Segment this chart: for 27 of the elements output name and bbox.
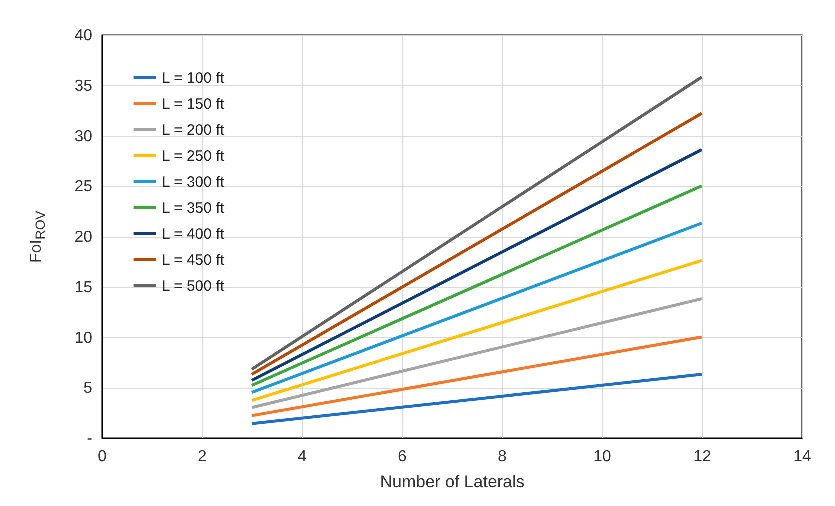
legend-label: L = 300 ft	[162, 174, 226, 191]
legend-label: L = 450 ft	[162, 252, 226, 269]
x-tick-label: 4	[298, 448, 308, 466]
y-tick-label: 5	[84, 380, 93, 398]
legend-label: L = 500 ft	[162, 278, 226, 295]
y-tick-label: 15	[74, 279, 93, 296]
legend-label: L = 200 ft	[162, 122, 226, 139]
x-tick-label: 6	[398, 448, 408, 466]
legend-label: L = 400 ft	[162, 226, 226, 243]
y-tick-label: -	[87, 430, 92, 448]
legend-label: L = 250 ft	[162, 148, 226, 165]
x-tick-label: 12	[694, 448, 712, 466]
y-tick-label: 25	[74, 178, 93, 196]
y-tick-label: 35	[74, 78, 93, 95]
legend-label: L = 350 ft	[162, 200, 226, 217]
y-tick-label: 20	[74, 229, 93, 246]
legend-label: L = 100 ft	[162, 70, 226, 87]
y-tick-label: 10	[74, 330, 93, 347]
y-tick-label: 40	[74, 28, 93, 44]
x-axis-title: Number of Laterals	[380, 472, 525, 492]
y-tick-label: 30	[74, 128, 93, 146]
x-tick-label: 14	[794, 448, 812, 466]
x-tick-label: 2	[198, 448, 208, 466]
x-tick-label: 0	[98, 448, 108, 466]
legend-label: L = 150 ft	[162, 96, 226, 113]
x-tick-label: 10	[594, 448, 612, 466]
x-tick-label: 8	[498, 448, 508, 466]
